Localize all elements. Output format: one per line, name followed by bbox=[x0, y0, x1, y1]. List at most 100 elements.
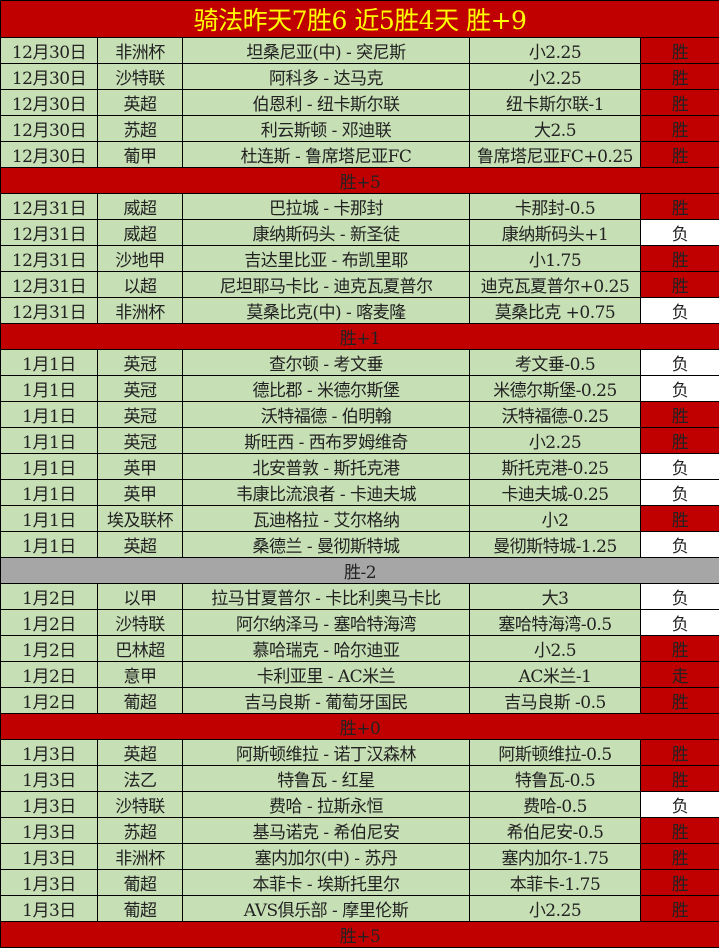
league-cell: 葡甲 bbox=[98, 142, 183, 168]
date-cell: 1月1日 bbox=[1, 506, 98, 532]
date-cell: 1月1日 bbox=[1, 454, 98, 480]
handicap-cell: 迪克瓦夏普尔+0.25 bbox=[470, 272, 641, 298]
date-cell: 1月1日 bbox=[1, 480, 98, 506]
handicap-cell: 沃特福德-0.25 bbox=[470, 402, 641, 428]
handicap-cell: 特鲁瓦-0.5 bbox=[470, 766, 641, 792]
date-cell: 12月31日 bbox=[1, 298, 98, 324]
handicap-cell: 大3 bbox=[470, 584, 641, 610]
result-cell: 胜 bbox=[641, 844, 719, 870]
league-cell: 英甲 bbox=[98, 480, 183, 506]
date-cell: 1月3日 bbox=[1, 818, 98, 844]
league-cell: 沙特联 bbox=[98, 64, 183, 90]
result-cell: 负 bbox=[641, 792, 719, 818]
summary-row: 胜+5 bbox=[1, 922, 719, 948]
result-cell: 负 bbox=[641, 350, 719, 376]
match-cell: 巴拉城 - 卡那封 bbox=[183, 194, 470, 220]
result-cell: 负 bbox=[641, 454, 719, 480]
league-cell: 沙地甲 bbox=[98, 246, 183, 272]
handicap-cell: 小1.75 bbox=[470, 246, 641, 272]
league-cell: 意甲 bbox=[98, 662, 183, 688]
result-cell: 胜 bbox=[641, 194, 719, 220]
match-cell: 瓦迪格拉 - 艾尔格纳 bbox=[183, 506, 470, 532]
match-cell: 利云斯顿 - 邓迪联 bbox=[183, 116, 470, 142]
match-cell: 吉达里比亚 - 布凯里耶 bbox=[183, 246, 470, 272]
result-cell: 胜 bbox=[641, 740, 719, 766]
handicap-cell: 吉马良斯 -0.5 bbox=[470, 688, 641, 714]
match-cell: AVS俱乐部 - 摩里伦斯 bbox=[183, 896, 470, 922]
league-cell: 沙特联 bbox=[98, 610, 183, 636]
league-cell: 以甲 bbox=[98, 584, 183, 610]
match-cell: 桑德兰 - 曼彻斯特城 bbox=[183, 532, 470, 558]
match-cell: 尼坦耶马卡比 - 迪克瓦夏普尔 bbox=[183, 272, 470, 298]
handicap-cell: 米德尔斯堡-0.25 bbox=[470, 376, 641, 402]
date-cell: 1月3日 bbox=[1, 766, 98, 792]
daily-summary: 胜-2 bbox=[1, 558, 719, 584]
match-cell: 慕哈瑞克 - 哈尔迪亚 bbox=[183, 636, 470, 662]
result-cell: 胜 bbox=[641, 38, 719, 64]
handicap-cell: 曼彻斯特城-1.25 bbox=[470, 532, 641, 558]
date-cell: 1月3日 bbox=[1, 740, 98, 766]
date-cell: 1月2日 bbox=[1, 584, 98, 610]
date-cell: 12月30日 bbox=[1, 38, 98, 64]
league-cell: 英超 bbox=[98, 740, 183, 766]
date-cell: 1月2日 bbox=[1, 662, 98, 688]
date-cell: 1月2日 bbox=[1, 688, 98, 714]
handicap-cell: 纽卡斯尔联-1 bbox=[470, 90, 641, 116]
league-cell: 巴林超 bbox=[98, 636, 183, 662]
handicap-cell: 小2.25 bbox=[470, 428, 641, 454]
league-cell: 英甲 bbox=[98, 454, 183, 480]
handicap-cell: 小2.5 bbox=[470, 636, 641, 662]
result-cell: 走 bbox=[641, 662, 719, 688]
handicap-cell: 鲁席塔尼亚FC+0.25 bbox=[470, 142, 641, 168]
league-cell: 英冠 bbox=[98, 428, 183, 454]
result-cell: 胜 bbox=[641, 402, 719, 428]
match-cell: 坦桑尼亚(中) - 突尼斯 bbox=[183, 38, 470, 64]
handicap-cell: 塞内加尔-1.75 bbox=[470, 844, 641, 870]
match-cell: 基马诺克 - 希伯尼安 bbox=[183, 818, 470, 844]
date-cell: 1月3日 bbox=[1, 896, 98, 922]
summary-row: 胜+0 bbox=[1, 714, 719, 740]
league-cell: 英超 bbox=[98, 532, 183, 558]
handicap-cell: 大2.5 bbox=[470, 116, 641, 142]
result-cell: 胜 bbox=[641, 896, 719, 922]
handicap-cell: 卡迪夫城-0.25 bbox=[470, 480, 641, 506]
league-cell: 威超 bbox=[98, 194, 183, 220]
date-cell: 1月1日 bbox=[1, 350, 98, 376]
handicap-cell: 本菲卡-1.75 bbox=[470, 870, 641, 896]
date-cell: 12月31日 bbox=[1, 220, 98, 246]
match-cell: 伯恩利 - 纽卡斯尔联 bbox=[183, 90, 470, 116]
handicap-cell: 塞哈特海湾-0.5 bbox=[470, 610, 641, 636]
daily-summary: 胜+1 bbox=[1, 324, 719, 350]
date-cell: 1月3日 bbox=[1, 792, 98, 818]
handicap-cell: 小2.25 bbox=[470, 896, 641, 922]
sheet-title: 骑法昨天7胜6 近5胜4天 胜+9 bbox=[1, 1, 719, 38]
league-cell: 葡超 bbox=[98, 688, 183, 714]
match-cell: 莫桑比克(中) - 喀麦隆 bbox=[183, 298, 470, 324]
match-cell: 韦康比流浪者 - 卡迪夫城 bbox=[183, 480, 470, 506]
date-cell: 12月31日 bbox=[1, 272, 98, 298]
match-cell: 查尔顿 - 考文垂 bbox=[183, 350, 470, 376]
match-cell: 阿尔纳泽马 - 塞哈特海湾 bbox=[183, 610, 470, 636]
date-cell: 1月1日 bbox=[1, 532, 98, 558]
match-cell: 沃特福德 - 伯明翰 bbox=[183, 402, 470, 428]
result-cell: 负 bbox=[641, 532, 719, 558]
handicap-cell: 康纳斯码头+1 bbox=[470, 220, 641, 246]
result-cell: 胜 bbox=[641, 64, 719, 90]
date-cell: 1月2日 bbox=[1, 636, 98, 662]
league-cell: 英冠 bbox=[98, 350, 183, 376]
